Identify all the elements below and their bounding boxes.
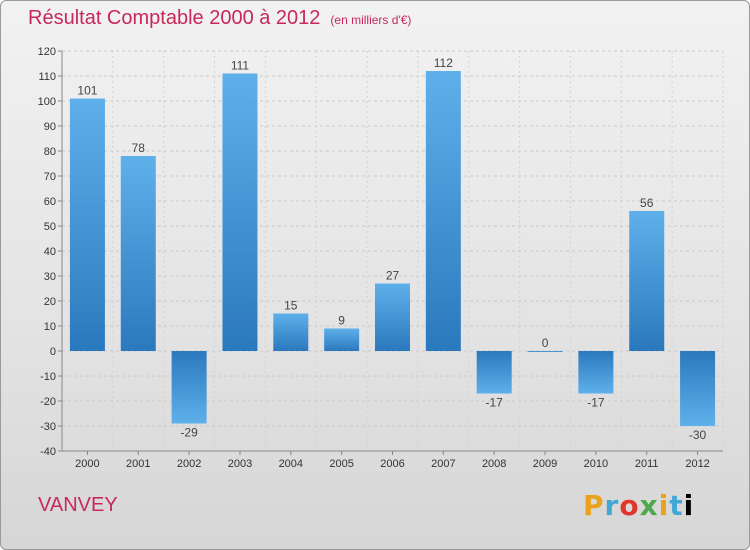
x-tick-label: 2007	[431, 458, 455, 470]
y-tick-label: 90	[44, 121, 56, 133]
y-tick-label: -20	[40, 396, 56, 408]
bar	[476, 351, 512, 394]
chart-title: Résultat Comptable 2000 à 2012 (en millie…	[28, 7, 411, 30]
y-tick-label: 120	[38, 46, 56, 58]
x-tick-label: 2001	[126, 458, 150, 470]
title-text: Résultat Comptable 2000 à 2012	[28, 7, 321, 29]
y-tick-label: 80	[44, 146, 56, 158]
value-label: 78	[132, 141, 146, 155]
value-label: -17	[587, 396, 605, 410]
logo-letter: x	[639, 489, 659, 522]
x-tick-label: 2011	[635, 458, 659, 470]
x-tick-label: 2012	[685, 458, 709, 470]
y-tick-label: 60	[44, 196, 56, 208]
bar	[578, 351, 614, 394]
x-tick-label: 2005	[329, 458, 353, 470]
value-label: 112	[434, 56, 453, 70]
y-tick-label: -30	[40, 421, 56, 433]
y-tick-label: 0	[50, 346, 56, 358]
proxiti-logo: Proxiti	[583, 489, 694, 522]
logo-letter: r	[604, 489, 620, 522]
bar	[171, 351, 207, 424]
x-tick-label: 2000	[75, 458, 99, 470]
value-label: 111	[231, 59, 250, 73]
bar	[629, 211, 665, 351]
bar	[120, 156, 156, 351]
value-label: -29	[180, 426, 198, 440]
bar	[375, 283, 410, 351]
value-label: -30	[689, 428, 707, 442]
x-tick-label: 2004	[279, 458, 303, 470]
logo-letter: P	[583, 489, 605, 522]
x-tick-label: 2006	[380, 458, 404, 470]
x-tick-label: 2003	[228, 458, 252, 470]
value-label: 56	[640, 196, 654, 210]
logo-letter: i	[658, 489, 670, 522]
value-label: 0	[542, 336, 549, 350]
x-tick-label: 2008	[482, 458, 506, 470]
y-tick-label: 20	[44, 296, 56, 308]
bar	[69, 98, 105, 351]
y-tick-label: 30	[44, 271, 56, 283]
bar	[527, 351, 563, 352]
y-tick-label: -40	[40, 446, 56, 458]
bar	[222, 73, 258, 351]
y-tick-label: 70	[44, 171, 56, 183]
unit-text: (en milliers d'€)	[330, 13, 412, 27]
y-tick-label: -10	[40, 371, 56, 383]
y-tick-label: 40	[44, 246, 56, 258]
commune-name: VANVEY	[38, 494, 118, 516]
y-tick-label: 110	[38, 71, 56, 83]
x-tick-label: 2002	[177, 458, 201, 470]
bar	[324, 328, 360, 351]
value-label: 101	[77, 84, 97, 98]
logo-letter: t	[669, 489, 684, 522]
logo-letter: i	[683, 489, 695, 522]
x-tick-label: 2010	[584, 458, 608, 470]
y-tick-label: 50	[44, 221, 56, 233]
bar	[425, 71, 461, 351]
value-label: 9	[338, 314, 345, 328]
logo-letter: o	[619, 489, 640, 522]
bar	[273, 313, 309, 351]
value-label: 27	[386, 269, 400, 283]
value-label: -17	[486, 396, 504, 410]
value-label: 15	[284, 299, 298, 313]
y-tick-label: 100	[38, 96, 56, 108]
bar	[680, 351, 716, 426]
x-tick-label: 2009	[533, 458, 557, 470]
y-tick-label: 10	[44, 321, 56, 333]
